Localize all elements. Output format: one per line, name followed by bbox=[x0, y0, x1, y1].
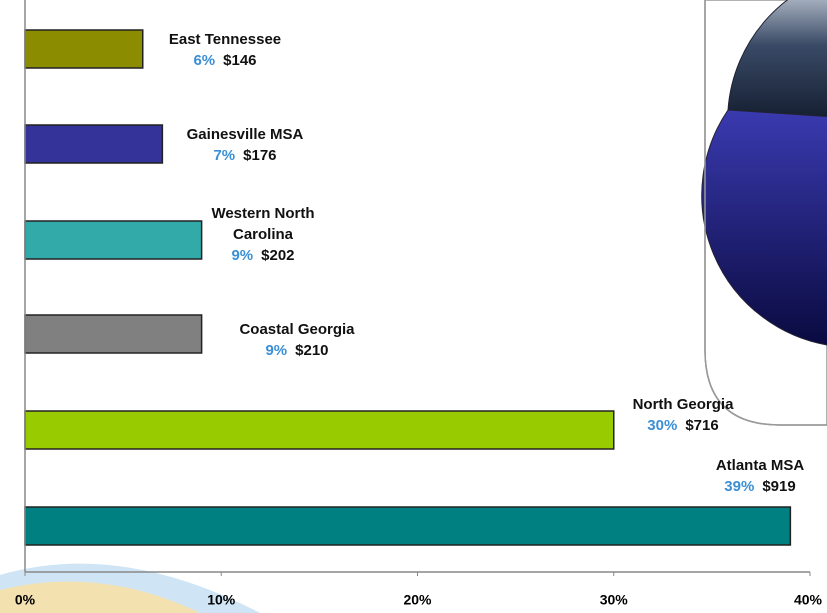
chart: 0% 10% 20% 30% 40% bbox=[0, 0, 827, 613]
category-name: Coastal Georgia bbox=[212, 319, 382, 340]
bar-values: 30% $716 bbox=[598, 415, 768, 436]
percent-label: 9% bbox=[265, 342, 287, 359]
category-name: Atlanta MSA bbox=[675, 455, 827, 476]
x-tick-label: 40% bbox=[794, 592, 823, 608]
percent-label: 30% bbox=[647, 417, 677, 434]
bar-values: 9% $210 bbox=[212, 340, 382, 361]
x-tick-label: 20% bbox=[403, 592, 432, 608]
bar-label: East Tennessee 6% $146 bbox=[140, 29, 310, 71]
amount-label: $176 bbox=[243, 147, 276, 164]
bar-label: Gainesville MSA 7% $176 bbox=[160, 124, 330, 166]
bar bbox=[25, 125, 162, 163]
bar bbox=[25, 30, 143, 68]
percent-label: 6% bbox=[193, 52, 215, 69]
percent-label: 39% bbox=[724, 478, 754, 495]
category-name: East Tennessee bbox=[140, 29, 310, 50]
plot: 0% 10% 20% 30% 40% bbox=[15, 30, 823, 608]
bar-label: North Georgia 30% $716 bbox=[598, 394, 768, 436]
x-tick-label: 0% bbox=[15, 592, 36, 608]
bar bbox=[25, 221, 202, 259]
x-tick-label: 30% bbox=[600, 592, 629, 608]
bar bbox=[25, 507, 790, 545]
bar-label: Atlanta MSA 39% $919 bbox=[675, 455, 827, 497]
bar-label: Coastal Georgia 9% $210 bbox=[212, 319, 382, 361]
bar bbox=[25, 315, 202, 353]
amount-label: $146 bbox=[223, 52, 256, 69]
percent-label: 7% bbox=[213, 147, 235, 164]
page: 0% 10% 20% 30% 40% East Tennessee 6% $146 Gaine… bbox=[0, 0, 827, 613]
amount-label: $919 bbox=[762, 478, 795, 495]
category-name: North Georgia bbox=[598, 394, 768, 415]
bar-values: 39% $919 bbox=[675, 476, 827, 497]
percent-label: 9% bbox=[231, 247, 253, 264]
bar-values: 7% $176 bbox=[160, 145, 330, 166]
bar-label: Western North Carolina 9% $202 bbox=[198, 203, 328, 266]
category-name: Gainesville MSA bbox=[160, 124, 330, 145]
amount-label: $202 bbox=[261, 247, 294, 264]
amount-label: $716 bbox=[685, 417, 718, 434]
bar bbox=[25, 411, 614, 449]
x-tick-label: 10% bbox=[207, 592, 236, 608]
category-name: Western North Carolina bbox=[198, 203, 328, 245]
bar-values: 9% $202 bbox=[198, 245, 328, 266]
bar-values: 6% $146 bbox=[140, 50, 310, 71]
amount-label: $210 bbox=[295, 342, 328, 359]
